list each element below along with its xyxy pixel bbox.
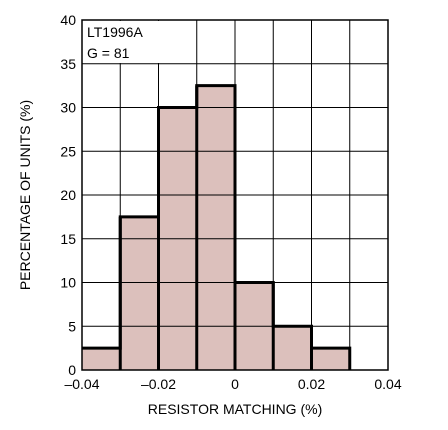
y-tick-label: 35 bbox=[60, 56, 76, 72]
y-tick-label: 40 bbox=[60, 12, 76, 28]
y-tick-label: 25 bbox=[60, 143, 76, 159]
histogram-bar bbox=[196, 85, 235, 370]
annotation-line-gain: G = 81 bbox=[87, 45, 130, 61]
x-tick-label: –0.02 bbox=[141, 376, 176, 392]
y-tick-label: 20 bbox=[60, 187, 76, 203]
annotation-box: LT1996A G = 81 bbox=[83, 21, 159, 63]
x-axis-title: RESISTOR MATCHING (%) bbox=[148, 401, 323, 417]
y-tick-label: 5 bbox=[68, 318, 76, 334]
y-tick-label: 15 bbox=[60, 231, 76, 247]
histogram-bar bbox=[82, 348, 121, 370]
x-tick-label: 0.04 bbox=[374, 376, 401, 392]
y-tick-label: 10 bbox=[60, 275, 76, 291]
plot-border bbox=[81, 19, 389, 371]
x-tick-label: 0.02 bbox=[298, 376, 325, 392]
histogram-bars bbox=[82, 84, 352, 370]
tick-labels: 0 5 10 15 20 25 30 35 40 –0.04 –0.02 0 0.02 0.04 bbox=[60, 12, 401, 392]
annotation-background bbox=[83, 21, 159, 63]
annotation-line-part: LT1996A bbox=[87, 24, 143, 40]
histogram-bar bbox=[120, 216, 159, 370]
y-tick-label: 0 bbox=[68, 362, 76, 378]
x-tick-label: 0 bbox=[231, 376, 239, 392]
y-axis-title: PERCENTAGE OF UNITS (%) bbox=[17, 100, 33, 290]
histogram-bar bbox=[311, 348, 350, 370]
y-tick-label: 30 bbox=[60, 100, 76, 116]
plot-frame bbox=[81, 19, 389, 371]
x-tick-label: –0.04 bbox=[64, 376, 99, 392]
histogram-bar bbox=[273, 326, 312, 370]
